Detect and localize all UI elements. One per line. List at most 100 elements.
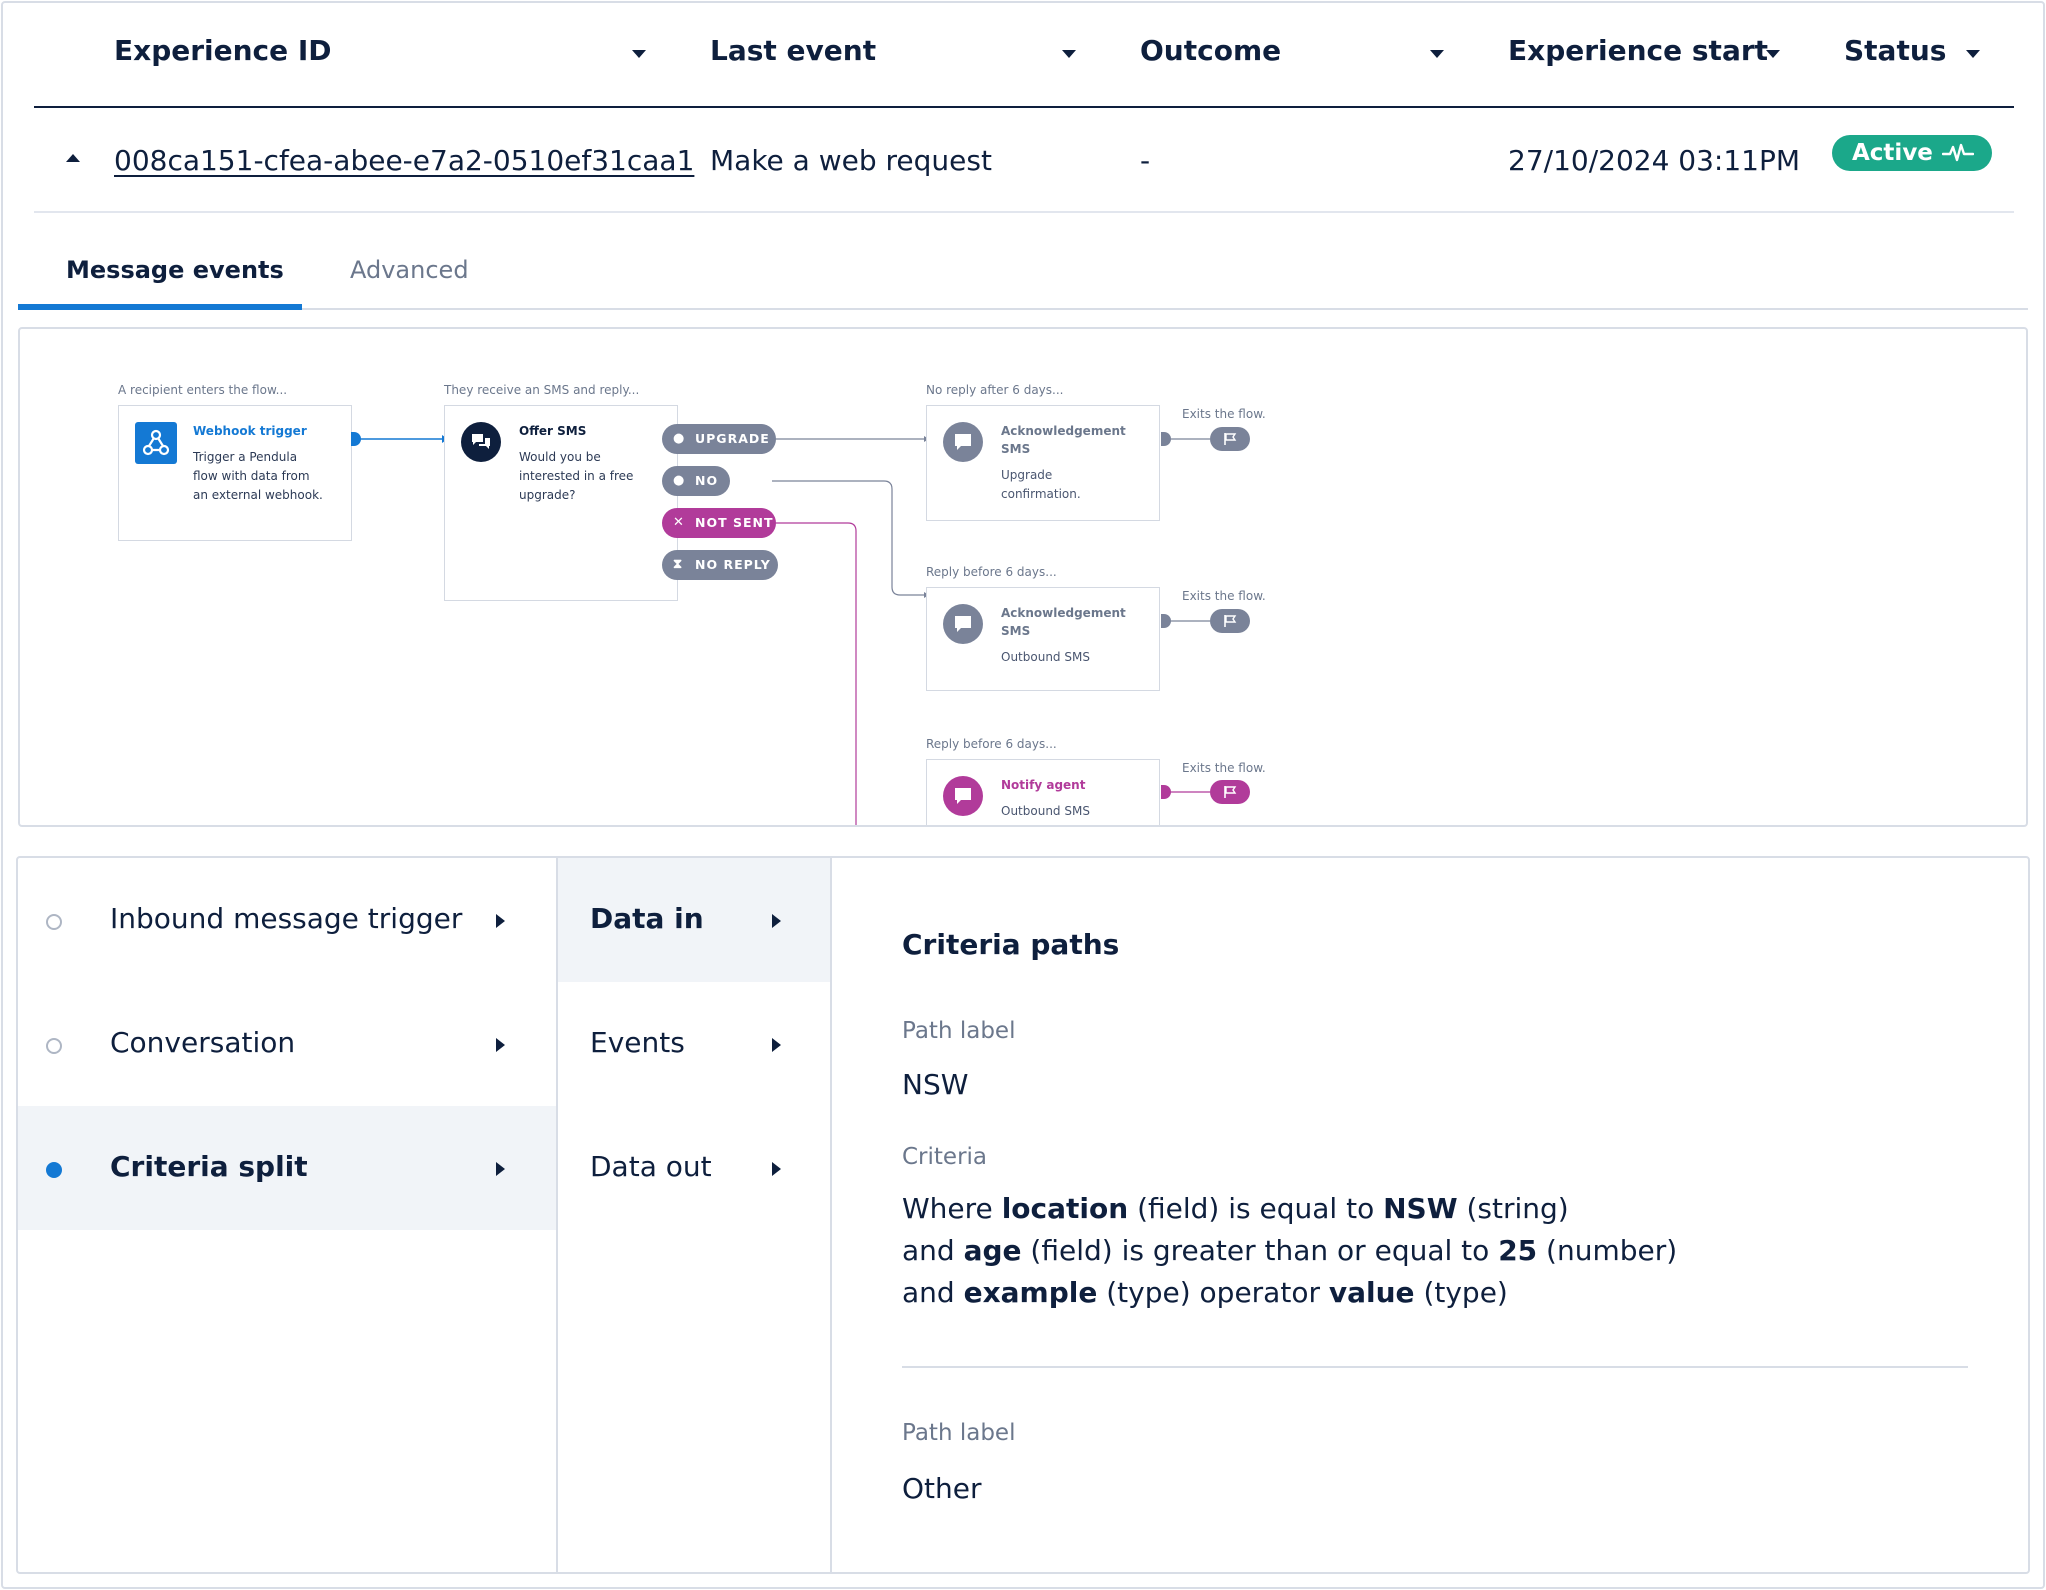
chevron-right-icon — [496, 914, 505, 928]
path-label-caption: Path label — [902, 1018, 1016, 1044]
sort-experience-id-icon[interactable] — [632, 50, 646, 58]
notify-output-port[interactable] — [1161, 785, 1171, 799]
status-badge: Active — [1832, 135, 1992, 171]
speech-bubble-icon: ● — [673, 431, 685, 446]
activity-icon — [1942, 143, 1974, 162]
path-label-caption: Path label — [902, 1420, 1016, 1446]
step-status-indicator — [46, 1038, 62, 1054]
criteria-caption: Criteria — [902, 1144, 988, 1170]
step-label: Criteria split — [110, 1150, 308, 1183]
criteria-line-3: and example (type) operator value (type) — [902, 1276, 1508, 1309]
webhook-output-port[interactable] — [351, 432, 361, 446]
exit-flag-icon — [1210, 609, 1250, 633]
no-path-pill[interactable]: ● NO — [662, 466, 730, 496]
column-header-last-event[interactable]: Last event — [710, 34, 877, 67]
experience-start-cell: 27/10/2024 03:11PM — [1508, 144, 1801, 177]
chevron-right-icon — [772, 914, 781, 928]
webhook-title: Webhook trigger — [193, 424, 307, 438]
outcome-cell: - — [1140, 144, 1151, 177]
ack1-text: Upgrade confirmation. — [1001, 468, 1081, 501]
speech-bubble-icon: ● — [673, 473, 685, 488]
path-label-value: NSW — [902, 1068, 969, 1101]
status-badge-label: Active — [1852, 140, 1933, 166]
exit-flag-icon — [1210, 427, 1250, 451]
tab-message-events[interactable]: Message events — [66, 256, 284, 284]
no-reply-path-pill[interactable]: ⧗ NO REPLY — [662, 550, 778, 580]
step-inbound-message-trigger[interactable]: Inbound message trigger — [18, 858, 556, 982]
webhook-icon — [135, 422, 177, 464]
caption-sms: They receive an SMS and reply... — [444, 383, 640, 397]
chevron-right-icon — [772, 1162, 781, 1176]
sort-experience-start-icon[interactable] — [1766, 50, 1780, 58]
chevron-right-icon — [772, 1038, 781, 1052]
step-conversation[interactable]: Conversation — [18, 982, 556, 1106]
column-header-outcome[interactable]: Outcome — [1140, 34, 1282, 67]
caption-exit-1: Exits the flow. — [1182, 407, 1266, 421]
substep-label: Data in — [590, 902, 704, 935]
upgrade-path-pill[interactable]: ● UPGRADE — [662, 424, 776, 454]
substep-data-out[interactable]: Data out — [558, 1106, 830, 1230]
message-icon — [943, 776, 983, 816]
no-pill-label: NO — [695, 473, 719, 488]
criteria-line-2: and age (field) is greater than or equal… — [902, 1234, 1678, 1267]
substep-label: Data out — [590, 1150, 712, 1183]
ack2-output-port[interactable] — [1161, 614, 1171, 628]
ack2-text: Outbound SMS — [1001, 650, 1090, 664]
caption-exit-2: Exits the flow. — [1182, 589, 1266, 603]
flow-connectors — [350, 435, 1210, 825]
sort-outcome-icon[interactable] — [1430, 50, 1444, 58]
column-header-status[interactable]: Status — [1844, 34, 1947, 67]
close-icon: ✕ — [673, 515, 684, 530]
tab-advanced[interactable]: Advanced — [350, 256, 469, 284]
substep-data-in[interactable]: Data in — [558, 858, 830, 982]
message-icon — [943, 604, 983, 644]
sort-last-event-icon[interactable] — [1062, 50, 1076, 58]
chevron-right-icon — [496, 1162, 505, 1176]
acknowledgement-sms-node-1[interactable]: Acknowledgement SMS Upgrade confirmation… — [926, 405, 1160, 521]
ack1-output-port[interactable] — [1161, 432, 1171, 446]
ack1-title: Acknowledgement SMS — [1001, 424, 1126, 456]
column-header-experience-start[interactable]: Experience start — [1508, 34, 1769, 67]
offer-sms-node[interactable]: Offer SMS Would you be interested in a f… — [444, 405, 678, 601]
substep-list: Data in Events Data out — [558, 858, 832, 1572]
sort-status-icon[interactable] — [1966, 50, 1980, 58]
chat-icon — [461, 422, 501, 462]
criteria-line-1: Where location (field) is equal to NSW (… — [902, 1192, 1569, 1225]
substep-label: Events — [590, 1026, 685, 1059]
step-criteria-split[interactable]: Criteria split — [18, 1106, 556, 1230]
table-header: Experience ID Last event Outcome Experie… — [34, 0, 2014, 108]
ack2-title: Acknowledgement SMS — [1001, 606, 1126, 638]
caption-exit-3: Exits the flow. — [1182, 761, 1266, 775]
webhook-trigger-node[interactable]: Webhook trigger Trigger a Pendula flow w… — [118, 405, 352, 541]
divider — [902, 1366, 1968, 1368]
step-status-indicator — [46, 1162, 62, 1178]
upgrade-pill-label: UPGRADE — [695, 431, 770, 446]
webhook-text: Trigger a Pendula flow with data from an… — [193, 450, 323, 502]
column-header-experience-id[interactable]: Experience ID — [114, 34, 332, 67]
collapse-row-icon[interactable] — [66, 154, 80, 162]
acknowledgement-sms-node-2[interactable]: Acknowledgement SMS Outbound SMS — [926, 587, 1160, 691]
not-sent-pill-label: NOT SENT — [695, 515, 774, 530]
flow-diagram[interactable]: A recipient enters the flow... They rece… — [18, 327, 2028, 827]
table-row: 008ca151-cfea-abee-e7a2-0510ef31caa1 Mak… — [34, 108, 2014, 213]
substep-events[interactable]: Events — [558, 982, 830, 1106]
caption-trigger: A recipient enters the flow... — [118, 383, 288, 397]
step-label: Inbound message trigger — [110, 902, 463, 935]
step-status-indicator — [46, 914, 62, 930]
chevron-right-icon — [496, 1038, 505, 1052]
caption-reply-1: Reply before 6 days... — [926, 565, 1057, 579]
offer-sms-text: Would you be interested in a free upgrad… — [519, 450, 634, 502]
tab-bar: Message events Advanced — [18, 230, 2028, 310]
caption-no-reply: No reply after 6 days... — [926, 383, 1064, 397]
experience-id-link[interactable]: 008ca151-cfea-abee-e7a2-0510ef31caa1 — [114, 144, 695, 177]
step-label: Conversation — [110, 1026, 296, 1059]
notify-agent-node[interactable]: Notify agent Outbound SMS — [926, 759, 1160, 825]
criteria-details: Criteria paths Path label NSW Criteria W… — [832, 858, 2028, 1572]
hourglass-icon: ⧗ — [673, 557, 683, 572]
path-label-value: Other — [902, 1472, 982, 1505]
no-reply-pill-label: NO REPLY — [695, 557, 771, 572]
criteria-paths-heading: Criteria paths — [902, 928, 1120, 961]
not-sent-path-pill[interactable]: ✕ NOT SENT — [662, 508, 776, 538]
message-icon — [943, 422, 983, 462]
